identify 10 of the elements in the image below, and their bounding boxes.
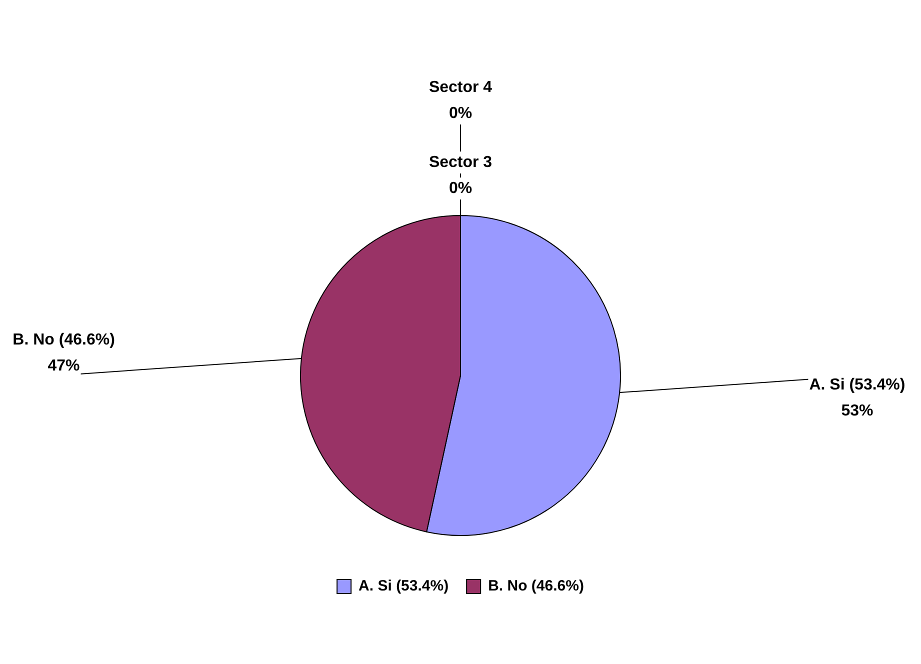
legend-label: B. No (46.6%) xyxy=(488,578,584,595)
category-label: Sector 3 xyxy=(428,154,492,171)
data-label: 53% xyxy=(841,402,874,420)
text: 0% xyxy=(448,180,472,197)
legend-label: A. Si (53.4%) xyxy=(358,578,449,595)
slice-label: A. Si (53.4%) xyxy=(809,376,906,394)
category-label: Sector 4 xyxy=(428,78,492,96)
text: 0% xyxy=(448,104,472,122)
data-label: 47% xyxy=(48,358,80,375)
slice-label: B. No (46.6%) xyxy=(12,332,115,349)
